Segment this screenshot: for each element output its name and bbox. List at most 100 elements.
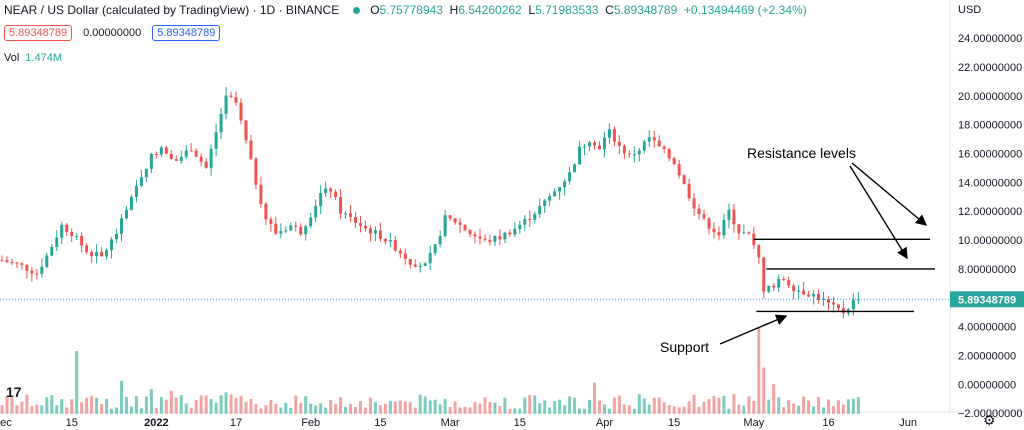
volume-bar: [239, 395, 243, 414]
candle-body: [269, 219, 273, 224]
candle-body: [578, 146, 582, 165]
candle-body: [229, 95, 233, 98]
volume-bar: [712, 395, 716, 414]
resistance-arrow-bottom: [849, 165, 908, 260]
volume-bar: [60, 399, 64, 414]
candle-body: [508, 232, 512, 235]
volume-bar: [50, 395, 54, 414]
candle-body: [80, 235, 84, 246]
last-price-tag: [950, 291, 1024, 308]
candle-body: [458, 222, 462, 225]
candle-body: [164, 147, 168, 154]
volume-bar: [20, 401, 24, 414]
bid-ask-pills: 5.89348789 0.00000000 5.89348789: [4, 25, 221, 41]
candle-body: [339, 197, 343, 214]
volume-bar: [30, 406, 34, 414]
candle-body: [349, 213, 353, 217]
candle-body: [25, 264, 29, 271]
volume-bar: [697, 406, 701, 414]
volume-bar: [692, 394, 696, 414]
volume-bar: [35, 404, 39, 414]
ask-price-button[interactable]: 5.89348789: [152, 25, 221, 41]
tradingview-logo-icon[interactable]: 17: [6, 384, 22, 400]
volume-bar: [528, 395, 532, 414]
volume-bar: [304, 396, 308, 414]
candle-body: [523, 218, 527, 225]
x-tick-label: 17: [230, 417, 242, 429]
volume-bar: [383, 403, 387, 414]
volume-bar: [139, 408, 143, 414]
candle-body: [817, 293, 821, 301]
candle-body: [393, 239, 397, 251]
volume-bar: [488, 402, 492, 414]
settings-gear-icon[interactable]: ⚙: [983, 412, 996, 428]
bid-price-button[interactable]: 5.89348789: [4, 25, 73, 41]
y-tick-label: −2.00000000: [958, 408, 1023, 420]
volume-bar: [682, 406, 686, 414]
x-tick-label: 15: [66, 417, 78, 429]
volume-bar: [453, 401, 457, 414]
candle-body: [239, 102, 243, 121]
volume-bar: [289, 407, 293, 414]
candle-body: [120, 218, 123, 234]
volume-bar: [214, 402, 218, 414]
candle-body: [60, 224, 64, 238]
volume-bar: [204, 395, 208, 414]
volume-label: Vol: [4, 52, 20, 64]
volume-bar: [846, 399, 850, 414]
candle-body: [264, 203, 268, 220]
volume-bar: [443, 398, 447, 414]
candle-body: [637, 150, 641, 155]
candle-body: [463, 224, 467, 231]
chart-legend: NEAR / US Dollar (calculated by TradingV…: [4, 3, 807, 17]
candle-body: [115, 233, 119, 240]
candle-body: [568, 172, 572, 182]
candle-body: [622, 145, 626, 154]
candle-body: [433, 244, 437, 254]
volume-bar: [578, 408, 582, 414]
y-tick-label: 22.00000000: [958, 62, 1022, 74]
candle-body: [483, 238, 487, 240]
volume-bar: [224, 392, 228, 414]
volume-bar: [563, 405, 567, 414]
candle-body: [518, 224, 522, 229]
candle-body: [642, 141, 646, 151]
y-tick-label: 18.00000000: [958, 120, 1022, 132]
candle-body: [5, 260, 9, 263]
volume-bar: [274, 403, 278, 414]
volume-bar: [672, 406, 676, 414]
candle-body: [189, 150, 193, 152]
currency-label[interactable]: USD: [958, 4, 982, 16]
x-tick-label: 15: [514, 417, 526, 429]
candle-body: [453, 218, 457, 223]
candle-body: [249, 140, 253, 159]
volume-value: 1.474M: [25, 52, 62, 64]
candle-body: [45, 255, 49, 267]
volume-bar: [523, 397, 527, 414]
volume-bar: [90, 396, 94, 414]
y-tick-label: 0.00000000: [958, 379, 1016, 391]
candle-body: [144, 168, 148, 178]
candle-body: [782, 278, 786, 281]
candle-body: [652, 137, 656, 141]
volume-bar: [602, 404, 606, 414]
volume-bar: [448, 407, 452, 414]
symbol-title[interactable]: NEAR / US Dollar (calculated by TradingV…: [4, 3, 340, 17]
candle-body: [812, 293, 816, 297]
x-tick-label: 15: [668, 417, 680, 429]
volume-bar: [807, 400, 811, 414]
volume-bar: [607, 408, 611, 414]
volume-bar: [533, 395, 537, 414]
candle-body: [279, 231, 283, 234]
volume-bar: [493, 402, 497, 414]
volume-bar: [105, 398, 109, 414]
candle-body: [408, 258, 412, 265]
volume-bar: [100, 404, 104, 414]
volume-bar: [15, 405, 19, 414]
volume-bar: [632, 408, 636, 414]
volume-bar: [358, 401, 362, 414]
candle-body: [742, 232, 746, 234]
volume-bar: [120, 380, 123, 414]
candle-body: [682, 175, 686, 184]
